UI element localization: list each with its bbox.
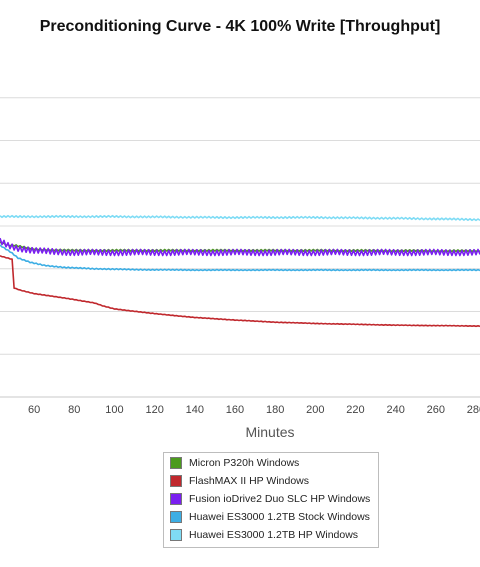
legend-item: Fusion ioDrive2 Duo SLC HP Windows — [170, 491, 370, 507]
legend-swatch — [170, 457, 182, 469]
line-chart: 60 80 100 120 140 160 180 200 220 240 260 280 — [0, 97, 480, 416]
legend-label: Huawei ES3000 1.2TB Stock Windows — [189, 511, 370, 523]
x-tick-label: 280 — [467, 404, 480, 416]
legend-item: Micron P320h Windows — [170, 455, 299, 471]
legend-swatch — [170, 493, 182, 505]
legend-swatch — [170, 511, 182, 523]
x-tick-label: 260 — [427, 404, 445, 416]
legend-label: Fusion ioDrive2 Duo SLC HP Windows — [189, 493, 371, 505]
series-lines — [0, 214, 480, 328]
legend-item: Huawei ES3000 1.2TB Stock Windows — [170, 509, 370, 525]
legend: Micron P320h Windows FlashMAX II HP Windo… — [163, 452, 379, 548]
x-tick-label: 100 — [105, 404, 123, 416]
x-axis: 60 80 100 120 140 160 180 200 220 240 260 280 — [28, 404, 480, 416]
chart-title: Preconditioning Curve - 4K 100% Write [T… — [39, 18, 441, 35]
x-axis-label: Minutes — [245, 424, 295, 440]
legend-swatch — [170, 475, 182, 487]
legend-item: FlashMAX II HP Windows — [170, 473, 309, 489]
gridlines — [0, 97, 480, 398]
x-tick-label: 80 — [68, 404, 80, 416]
x-tick-label: 180 — [266, 404, 284, 416]
x-tick-label: 120 — [145, 404, 163, 416]
series-line-5 — [0, 214, 480, 222]
x-tick-label: 200 — [306, 404, 324, 416]
series-line-3 — [0, 237, 480, 257]
series-line-4 — [0, 244, 480, 272]
x-tick-label: 220 — [346, 404, 364, 416]
legend-label: FlashMAX II HP Windows — [189, 475, 310, 487]
x-tick-label: 140 — [186, 404, 204, 416]
legend-swatch — [170, 529, 182, 541]
legend-item: Huawei ES3000 1.2TB HP Windows — [170, 527, 358, 543]
legend-label: Huawei ES3000 1.2TB HP Windows — [189, 529, 359, 541]
x-tick-label: 160 — [226, 404, 244, 416]
legend-label: Micron P320h Windows — [189, 457, 300, 469]
x-tick-label: 240 — [386, 404, 404, 416]
series-line-2 — [0, 254, 480, 328]
x-tick-label: 60 — [28, 404, 40, 416]
